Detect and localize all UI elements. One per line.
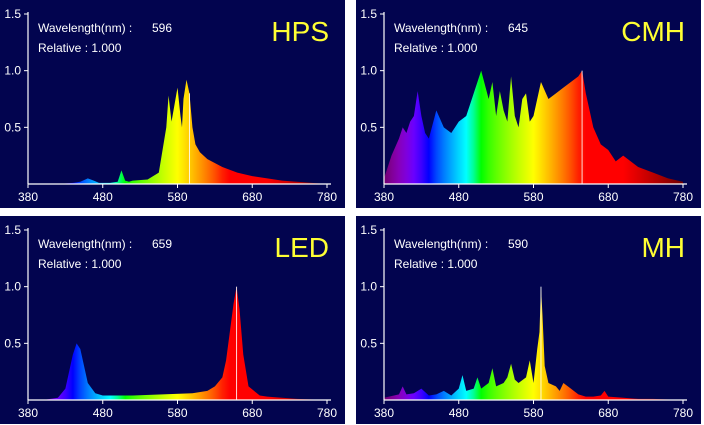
x-tick-label: 480 bbox=[93, 406, 113, 420]
y-tick-label: 0.5 bbox=[4, 120, 21, 134]
x-tick-label: 680 bbox=[242, 190, 262, 204]
spectrum-area bbox=[28, 79, 327, 184]
x-tick-label: 580 bbox=[167, 406, 187, 420]
x-tick-label: 480 bbox=[449, 406, 469, 420]
wavelength-label: Wavelength(nm) : bbox=[38, 237, 133, 251]
spectrum-area bbox=[384, 286, 683, 400]
spectrum-chart-svg: 380 480 580 680 780 0.5 1.0 1.5 bbox=[360, 7, 693, 204]
y-tick-label: 1.0 bbox=[360, 280, 377, 294]
chart-panel-cmh: 380 480 580 680 780 0.5 1.0 1.5 Wavelength(nm) … bbox=[356, 0, 701, 208]
x-tick-label: 780 bbox=[317, 406, 337, 420]
wavelength-label: Wavelength(nm) : bbox=[38, 21, 133, 35]
x-tick-label: 480 bbox=[93, 190, 113, 204]
wavelength-readout: Wavelength(nm) : 659 Relative : 1.000 bbox=[38, 234, 172, 274]
relative-label: Relative : bbox=[38, 257, 89, 271]
x-tick-label: 680 bbox=[598, 406, 618, 420]
y-tick-label: 0.5 bbox=[360, 336, 377, 350]
wavelength-readout: Wavelength(nm) : 590 Relative : 1.000 bbox=[394, 234, 528, 274]
x-tick-label: 380 bbox=[374, 406, 394, 420]
y-tick-label: 1.5 bbox=[4, 223, 21, 237]
spectrum-area bbox=[28, 286, 327, 400]
relative-value: 1.000 bbox=[447, 257, 478, 271]
relative-label: Relative : bbox=[394, 41, 445, 55]
y-tick-label: 1.0 bbox=[4, 64, 21, 78]
x-tick-label: 380 bbox=[18, 406, 38, 420]
relative-label: Relative : bbox=[38, 41, 89, 55]
relative-value: 1.000 bbox=[91, 257, 122, 271]
spectrum-chart-svg: 380 480 580 680 780 0.5 1.0 1.5 bbox=[4, 7, 337, 204]
x-tick-label: 680 bbox=[242, 406, 262, 420]
x-tick-label: 780 bbox=[673, 190, 693, 204]
wavelength-value: 596 bbox=[152, 21, 173, 35]
x-tick-label: 380 bbox=[18, 190, 38, 204]
x-tick-label: 580 bbox=[523, 190, 543, 204]
chart-title: LED bbox=[274, 232, 329, 263]
y-tick-label: 1.5 bbox=[4, 7, 21, 21]
wavelength-label: Wavelength(nm) : bbox=[394, 237, 489, 251]
wavelength-readout: Wavelength(nm) : 596 Relative : 1.000 bbox=[38, 18, 172, 58]
chart-panel-led: 380 480 580 680 780 0.5 1.0 1.5 Wavelength(nm) … bbox=[0, 216, 345, 424]
spectrum-chart-svg: 380 480 580 680 780 0.5 1.0 1.5 bbox=[4, 223, 337, 420]
x-tick-label: 580 bbox=[167, 190, 187, 204]
y-tick-label: 1.5 bbox=[360, 7, 377, 21]
x-tick-label: 780 bbox=[317, 190, 337, 204]
wavelength-value: 659 bbox=[152, 237, 173, 251]
y-tick-label: 0.5 bbox=[360, 120, 377, 134]
chart-title: MH bbox=[641, 232, 685, 263]
x-tick-label: 680 bbox=[598, 190, 618, 204]
chart-panel-hps: 380 480 580 680 780 0.5 1.0 1.5 Wavelength(nm) … bbox=[0, 0, 345, 208]
y-tick-label: 1.0 bbox=[4, 280, 21, 294]
x-tick-label: 580 bbox=[523, 406, 543, 420]
relative-value: 1.000 bbox=[447, 41, 478, 55]
relative-label: Relative : bbox=[394, 257, 445, 271]
relative-value: 1.000 bbox=[91, 41, 122, 55]
x-tick-label: 480 bbox=[449, 190, 469, 204]
wavelength-value: 645 bbox=[508, 21, 529, 35]
chart-title: HPS bbox=[271, 16, 329, 47]
y-tick-label: 1.0 bbox=[360, 64, 377, 78]
wavelength-value: 590 bbox=[508, 237, 529, 251]
x-tick-label: 380 bbox=[374, 190, 394, 204]
y-tick-label: 1.5 bbox=[360, 223, 377, 237]
chart-panel-mh: 380 480 580 680 780 0.5 1.0 1.5 Wavelength(nm) … bbox=[356, 216, 701, 424]
spectrum-chart-svg: 380 480 580 680 780 0.5 1.0 1.5 bbox=[360, 223, 693, 420]
y-tick-label: 0.5 bbox=[4, 336, 21, 350]
wavelength-label: Wavelength(nm) : bbox=[394, 21, 489, 35]
x-tick-label: 780 bbox=[673, 406, 693, 420]
spectrum-area bbox=[384, 70, 683, 184]
wavelength-readout: Wavelength(nm) : 645 Relative : 1.000 bbox=[394, 18, 528, 58]
chart-title: CMH bbox=[621, 16, 685, 47]
